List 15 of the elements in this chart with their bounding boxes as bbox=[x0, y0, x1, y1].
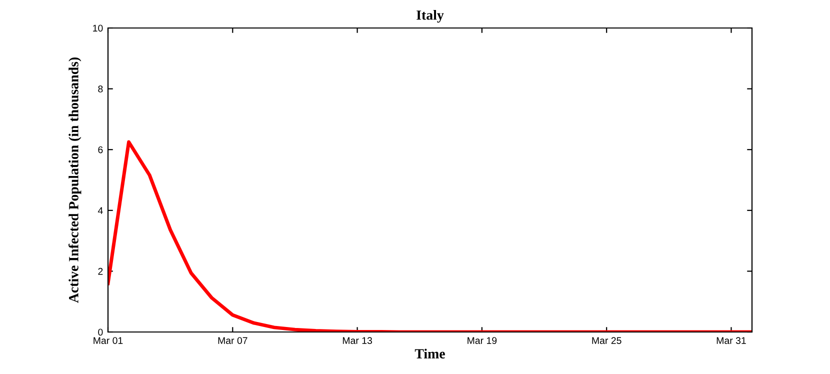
x-tick-label: Mar 13 bbox=[342, 337, 372, 344]
x-tick-label: Mar 07 bbox=[218, 337, 248, 344]
y-tick-label: 10 bbox=[93, 24, 103, 32]
x-axis-title: Time bbox=[414, 348, 445, 358]
y-tick-label: 4 bbox=[98, 207, 103, 214]
x-tick-label: Mar 25 bbox=[592, 337, 622, 344]
y-tick-label: 6 bbox=[98, 146, 103, 154]
y-tick-label: 0 bbox=[98, 328, 103, 336]
y-tick-label: 2 bbox=[98, 268, 103, 275]
y-axis-title: Active Infected Population (in thousands) bbox=[68, 58, 82, 303]
x-tick-label: Mar 01 bbox=[94, 337, 123, 344]
x-tick-label: Mar 19 bbox=[468, 337, 497, 344]
chart-title: Italy bbox=[416, 10, 444, 23]
x-tick-label: Mar 31 bbox=[716, 337, 746, 344]
y-tick-label: 8 bbox=[98, 86, 103, 92]
